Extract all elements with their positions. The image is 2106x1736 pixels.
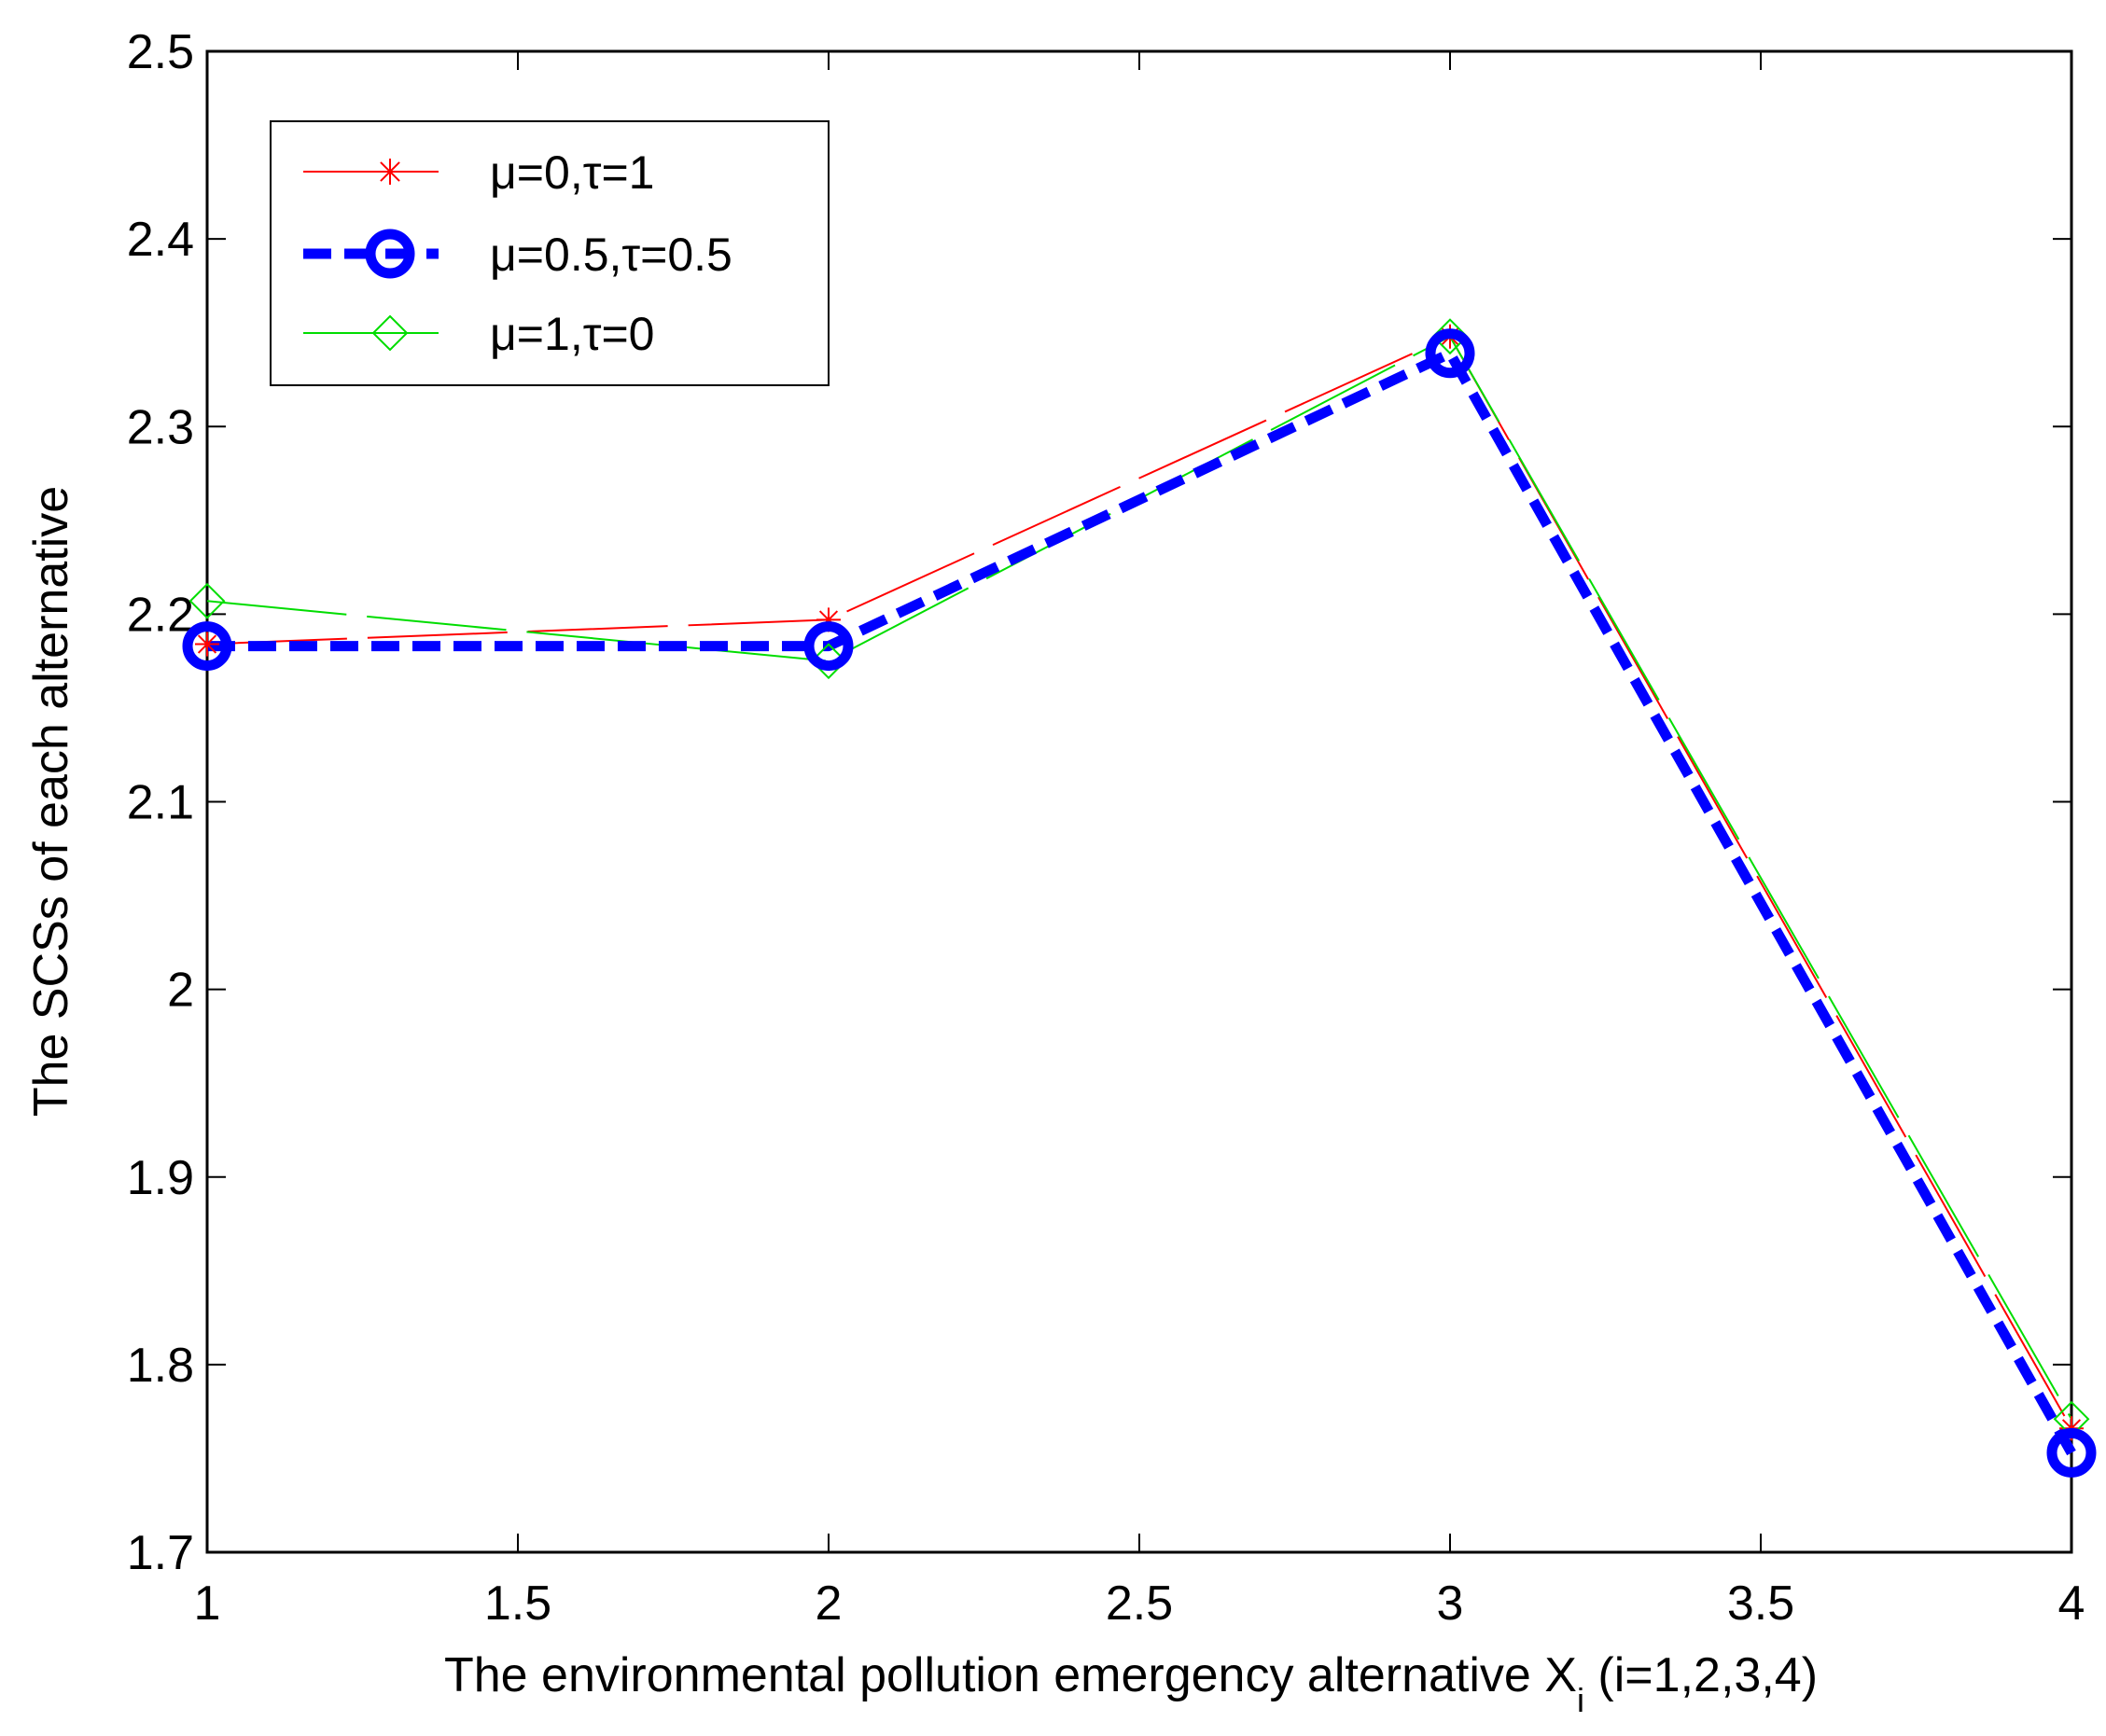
marker-asterisk (195, 632, 219, 657)
legend-entries: μ=0,τ=1 μ=0.5,τ=0.5 μ=1,τ=0 (303, 146, 732, 360)
legend-label: μ=0,τ=1 (490, 146, 654, 199)
y-tick-label: 1.8 (127, 1339, 194, 1393)
series-layer (182, 318, 2097, 1478)
x-tick-label: 1.5 (484, 1576, 551, 1631)
marker-diamond (188, 582, 226, 619)
x-axis-label-suffix: (i=1,2,3,4) (1584, 1648, 1818, 1702)
y-tick-label: 2.4 (127, 213, 194, 267)
x-tick-label: 4 (2058, 1576, 2085, 1631)
marker-circle (365, 229, 415, 279)
y-tick-label: 1.9 (127, 1151, 194, 1205)
series-line-1 (207, 348, 2076, 1456)
marker-asterisk-stroke (197, 634, 217, 654)
y-tick-label: 2.2 (127, 588, 194, 642)
x-tick-label: 3.5 (1727, 1576, 1794, 1631)
marker-circle (803, 621, 854, 672)
y-tick-label: 2.3 (127, 400, 194, 454)
marker-asterisk (377, 159, 403, 185)
x-tick-label: 2 (816, 1576, 843, 1631)
y-tick-label: 2.5 (127, 25, 194, 79)
x-tick-label: 1 (194, 1576, 221, 1631)
axis-ticks: 1 1.5 2 2.5 3 3.5 4 1.7 1.8 1.9 2 2.1 2.2 2.3 2.4 2.5 (127, 25, 2085, 1631)
marker-circle (2046, 1427, 2097, 1478)
y-tick-label: 2.1 (127, 776, 194, 830)
marker-circle (1425, 328, 1475, 379)
legend-label: μ=1,τ=0 (490, 308, 654, 360)
x-axis-label-subscript: i (1577, 1681, 1584, 1719)
legend-label: μ=0.5,τ=0.5 (490, 229, 732, 281)
marker-diamond (371, 314, 409, 352)
marker-circle (182, 621, 232, 672)
x-axis-label-main: The environmental pollution emergency al… (444, 1648, 1577, 1702)
marker-diamond (1431, 318, 1469, 355)
x-tick-label: 3 (1437, 1576, 1464, 1631)
x-axis-label: The environmental pollution emergency al… (444, 1648, 1818, 1719)
legend: μ=0,τ=1 μ=0.5,τ=0.5 μ=1,τ=0 (270, 120, 830, 386)
marker-asterisk-stroke (380, 161, 400, 182)
y-tick-label: 2 (167, 964, 194, 1018)
y-axis-label: The SCSs of each alternative (24, 486, 78, 1117)
y-tick-label: 1.7 (127, 1526, 194, 1580)
series-line-0 (206, 335, 2072, 1429)
x-tick-label: 2.5 (1106, 1576, 1173, 1631)
